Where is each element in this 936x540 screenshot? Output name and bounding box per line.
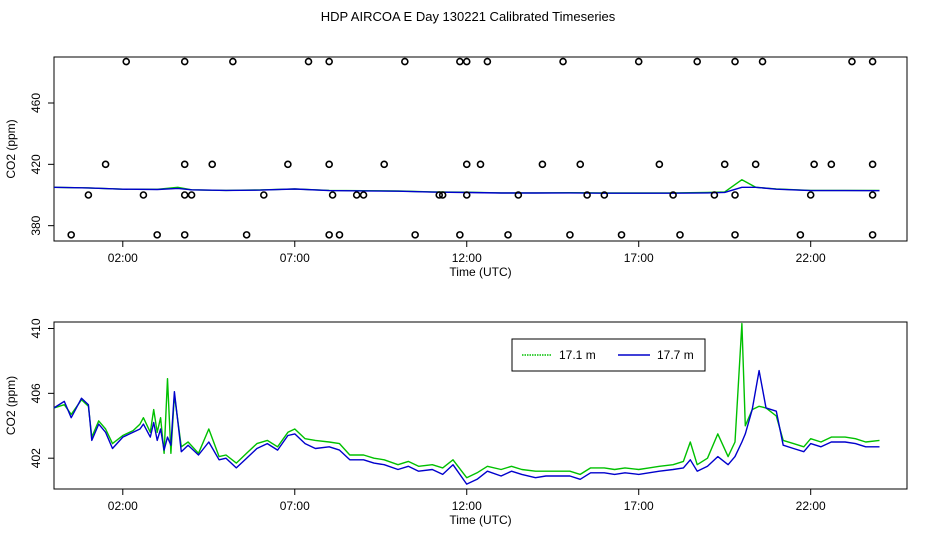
data-point — [456, 231, 464, 239]
data-point — [187, 191, 196, 199]
data-point — [462, 57, 471, 66]
data-point — [710, 191, 719, 199]
data-point — [731, 57, 739, 66]
data-point — [462, 160, 471, 169]
data-point — [566, 231, 574, 239]
y-tick-label: 420 — [29, 154, 43, 174]
series-line-2 — [53, 186, 880, 194]
data-point — [576, 160, 585, 169]
data-point — [180, 57, 189, 66]
x-tick-label: 07:00 — [280, 499, 310, 513]
data-point — [796, 231, 805, 239]
data-point — [242, 231, 251, 239]
data-point — [401, 57, 409, 66]
data-point — [731, 231, 739, 239]
data-point — [325, 160, 333, 169]
series-line-1 — [53, 322, 880, 479]
data-point — [634, 57, 643, 66]
data-point — [325, 57, 333, 66]
y-axis-label: CO2 (ppm) — [4, 376, 18, 435]
data-point — [328, 191, 337, 199]
data-point — [411, 231, 419, 239]
y-tick-label: 402 — [29, 448, 43, 468]
legend-box — [511, 338, 706, 372]
data-point — [180, 160, 189, 169]
data-point — [868, 57, 877, 66]
x-tick-label: 12:00 — [452, 499, 482, 513]
data-point — [260, 191, 268, 199]
data-point — [325, 231, 333, 239]
y-tick-label: 460 — [29, 93, 43, 113]
data-point — [669, 191, 677, 199]
data-point — [758, 57, 767, 66]
plot-frame — [53, 56, 908, 242]
series-line-2 — [53, 369, 880, 485]
data-point — [67, 231, 75, 239]
y-axis-label: CO2 (ppm) — [4, 119, 18, 178]
data-point — [868, 160, 877, 169]
x-tick-label: 22:00 — [796, 499, 826, 513]
x-tick-label: 17:00 — [624, 251, 654, 265]
x-tick-label: 02:00 — [108, 251, 138, 265]
data-point — [208, 160, 217, 169]
plot-frame — [53, 321, 908, 490]
legend-label-1: 17.1 m — [559, 348, 596, 362]
data-point — [284, 160, 292, 169]
data-point — [304, 57, 313, 66]
legend-label-2: 17.7 m — [657, 348, 694, 362]
y-tick-label: 410 — [29, 318, 43, 338]
data-point — [868, 191, 877, 199]
top-panel: 02:00 07:00 12:00 17:00 22:00 380 420 460 Time (… — [4, 56, 908, 279]
x-axis-label: Time (UTC) — [449, 265, 511, 279]
data-point — [848, 57, 856, 66]
data-point — [559, 57, 567, 66]
data-point — [538, 160, 547, 169]
bottom-panel: 02:00 07:00 12:00 17:00 22:00 402 406 410 Time (… — [4, 318, 908, 527]
data-point — [810, 160, 818, 169]
x-tick-label: 02:00 — [108, 499, 138, 513]
data-point — [868, 231, 877, 239]
data-point — [655, 160, 664, 169]
data-point — [352, 191, 361, 199]
data-point — [476, 160, 485, 169]
data-point — [229, 57, 237, 66]
y-tick-label: 380 — [29, 215, 43, 235]
data-point — [806, 191, 815, 199]
series-line-1 — [53, 178, 880, 194]
data-point — [751, 160, 760, 169]
chart-title: HDP AIRCOA E Day 130221 Calibrated Times… — [320, 9, 616, 24]
x-axis-label: Time (UTC) — [449, 513, 511, 527]
data-point — [504, 231, 512, 239]
data-point — [514, 191, 523, 199]
data-point — [84, 191, 93, 199]
data-point — [462, 191, 471, 199]
data-point — [335, 231, 344, 239]
data-point — [693, 57, 701, 66]
data-point — [827, 160, 836, 169]
data-point — [180, 231, 189, 239]
data-point — [617, 231, 626, 239]
data-point — [456, 57, 464, 66]
data-point — [122, 57, 131, 66]
y-tick-label: 406 — [29, 383, 43, 403]
data-point — [139, 191, 148, 199]
x-tick-label: 22:00 — [796, 251, 826, 265]
x-tick-label: 07:00 — [280, 251, 310, 265]
data-point — [676, 231, 684, 239]
data-point — [483, 57, 492, 66]
data-point — [380, 160, 388, 169]
data-point — [153, 231, 161, 239]
data-point — [101, 160, 110, 169]
data-point — [731, 191, 739, 199]
data-point — [720, 160, 729, 169]
data-point — [180, 191, 189, 199]
x-tick-label: 17:00 — [624, 499, 654, 513]
x-tick-label: 12:00 — [452, 251, 482, 265]
data-point — [359, 191, 368, 199]
data-point — [438, 191, 447, 199]
data-point — [435, 191, 444, 199]
data-point — [600, 191, 609, 199]
data-point — [583, 191, 591, 199]
